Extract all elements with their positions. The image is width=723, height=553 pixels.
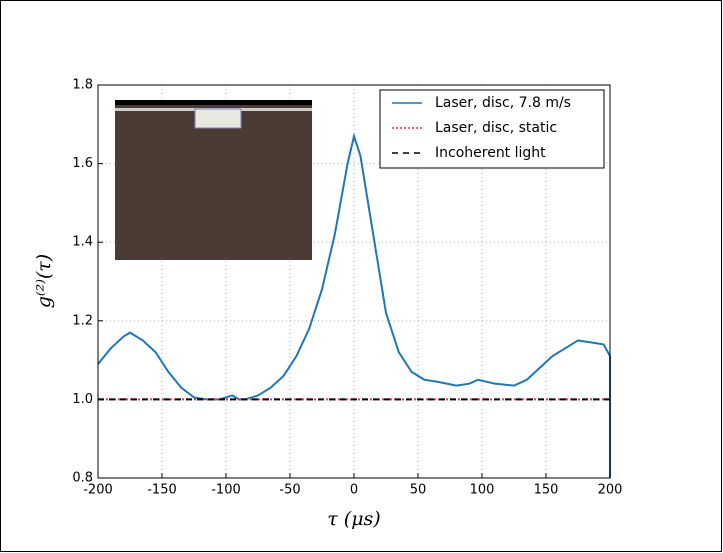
y-tick-label: 0.8 — [72, 471, 93, 486]
y-tick-label: 1.4 — [72, 235, 93, 250]
inset-image — [115, 100, 312, 260]
x-tick-label: 150 — [534, 483, 559, 498]
inset-patch — [194, 108, 242, 129]
x-axis-label: τ (μs) — [327, 508, 380, 530]
legend-label: Laser, disc, static — [435, 120, 557, 136]
y-tick-label: 1.2 — [72, 313, 93, 328]
x-tick-label: -50 — [279, 483, 300, 498]
lines — [97, 132, 611, 478]
x-tick-label: -150 — [147, 483, 177, 498]
legend: Laser, disc, 7.8 m/s Laser, disc, static I… — [379, 89, 605, 169]
y-tick-label: 1.8 — [72, 78, 93, 93]
x-tick-label: 100 — [470, 483, 495, 498]
legend-label: Incoherent light — [435, 145, 546, 161]
y-tick-label: 1.6 — [72, 156, 93, 171]
x-tick-label: -200 — [83, 483, 113, 498]
legend-label: Laser, disc, 7.8 m/s — [435, 95, 571, 111]
x-tick-label: -100 — [211, 483, 241, 498]
series-line — [97, 132, 611, 478]
x-tick-label: 200 — [598, 483, 623, 498]
y-tick-label: 1.0 — [72, 392, 93, 407]
x-tick-label: 0 — [350, 483, 358, 498]
inset-bar — [115, 100, 312, 105]
y-axis-label: g⁽²⁾(τ) — [33, 254, 55, 308]
x-tick-label: 50 — [410, 483, 427, 498]
